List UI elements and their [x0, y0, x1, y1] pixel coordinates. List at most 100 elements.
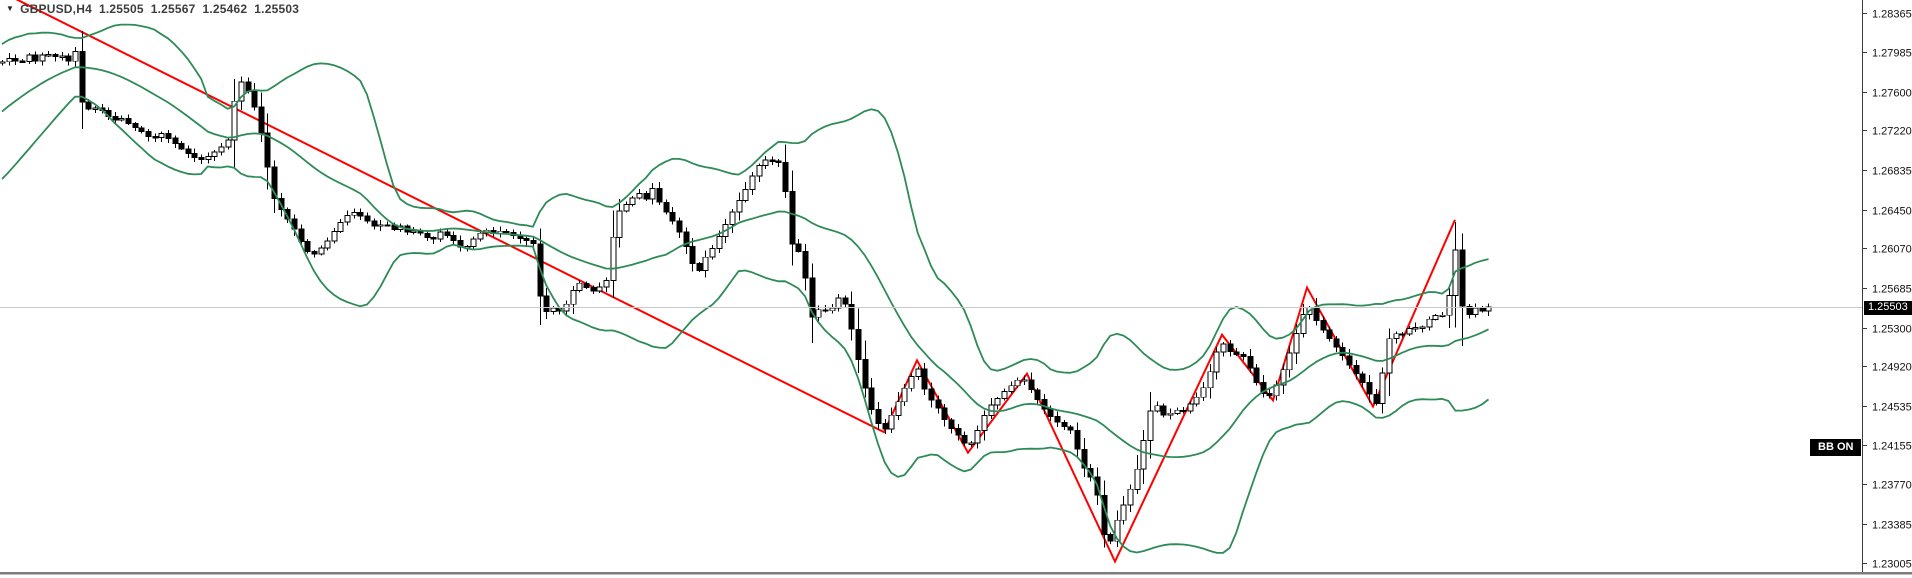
candle-bull: [908, 376, 915, 389]
candle-bull: [1432, 315, 1439, 320]
axis-price-label: 1.27600: [1872, 88, 1912, 100]
candle-bear: [1067, 426, 1074, 431]
candle-bear: [271, 166, 278, 200]
candle-bull: [1207, 371, 1214, 389]
candle-bull: [1154, 405, 1161, 412]
candle-bear: [32, 54, 39, 62]
symbol-dropdown-icon[interactable]: ▼: [6, 3, 15, 13]
candle-bull: [915, 368, 922, 377]
candle-bull: [1021, 379, 1028, 382]
candle-bear: [178, 143, 185, 150]
candle-bull: [742, 189, 749, 201]
candle-bear: [1459, 249, 1466, 307]
candle-bull: [1187, 403, 1194, 412]
candle-bull: [835, 297, 842, 309]
candle-bull: [756, 165, 763, 177]
candle-bull: [749, 175, 756, 190]
candle-bear: [1107, 534, 1114, 542]
candle-bull: [829, 307, 836, 312]
candle-bear: [1233, 351, 1240, 355]
candle-bull: [1426, 318, 1433, 328]
candle-bear: [145, 131, 152, 138]
candle-bear: [1366, 382, 1373, 395]
candle-bear: [1054, 416, 1061, 423]
candle-bull: [901, 387, 908, 403]
candle-bull: [1300, 314, 1307, 334]
candle-bull: [158, 133, 165, 138]
candle-bear: [795, 243, 802, 252]
candle-bear: [1041, 399, 1048, 410]
ohlc-open: 1.25505: [98, 2, 144, 16]
candle-bear: [364, 215, 371, 222]
candle-bull: [716, 236, 723, 249]
axis-price-label: 1.25685: [1872, 284, 1912, 296]
candle-bear: [769, 159, 776, 162]
candle-bear: [848, 303, 855, 330]
price-axis[interactable]: 1.28365 1.27985 1.27600 1.27220 1.26835 1.264…: [1862, 0, 1912, 572]
candle-bull: [1286, 352, 1293, 371]
candle-bear: [1339, 346, 1346, 357]
candle-bull: [238, 81, 245, 102]
candle-bull: [1220, 343, 1227, 353]
candle-bull: [1167, 412, 1174, 416]
candle-bear: [52, 54, 59, 57]
candle-bull: [762, 159, 769, 167]
candle-bear: [928, 388, 935, 401]
candle-bear: [191, 153, 198, 158]
candle-bear: [1353, 364, 1360, 375]
axis-price-label: 1.24155: [1872, 441, 1912, 453]
candle-bear: [357, 211, 364, 217]
candle-bull: [1001, 390, 1008, 399]
current-price-label: 1.25503: [1864, 300, 1912, 315]
candle-bear: [1333, 338, 1340, 348]
candle-bear: [530, 239, 537, 245]
candle-bull: [218, 146, 225, 153]
bb-on-badge[interactable]: BB ON: [1810, 438, 1862, 456]
candle-bull: [39, 54, 46, 62]
candle-bull: [1446, 295, 1453, 316]
candle-bear: [152, 136, 159, 139]
candle-bear: [935, 399, 942, 409]
candle-bull: [59, 55, 66, 58]
candle-bull: [410, 230, 417, 233]
candle-bull: [1014, 379, 1021, 387]
candle-bull: [1008, 385, 1015, 392]
candle-bear: [1479, 307, 1486, 312]
candle-bull: [470, 238, 477, 247]
candle-bull: [1280, 369, 1287, 386]
bollinger-upper-band: [1, 23, 1489, 374]
candle-bear: [1047, 408, 1054, 417]
candle-bear: [79, 51, 86, 103]
candle-bull: [1379, 372, 1386, 404]
axis-price-label: 1.26450: [1872, 206, 1912, 218]
candle-bull: [888, 414, 895, 430]
candle-bull: [1393, 333, 1400, 340]
candle-bear: [809, 277, 816, 318]
axis-price-label: 1.26070: [1872, 244, 1912, 256]
candle-bull: [729, 211, 736, 225]
candle-bull: [636, 192, 643, 199]
candle-bear: [1160, 405, 1167, 416]
candle-bear: [802, 250, 809, 279]
candle-bear: [384, 224, 391, 227]
candle-bear: [842, 297, 849, 305]
symbol-header: ▼ GBPUSD,H4 1.25505 1.25567 1.25462 1.25…: [6, 2, 306, 16]
candle-bull: [570, 290, 577, 305]
candle-bull: [994, 398, 1001, 406]
axis-price-label: 1.24535: [1872, 402, 1912, 414]
candle-bear: [583, 282, 590, 288]
candle-bear: [683, 231, 690, 247]
candle-bull: [72, 51, 79, 62]
candle-bear: [676, 220, 683, 233]
candle-bull: [702, 256, 709, 271]
candle-bull: [231, 100, 238, 141]
candle-bear: [1346, 355, 1353, 366]
candle-bear: [138, 127, 145, 133]
candle-bear: [172, 137, 179, 144]
candle-bear: [125, 117, 132, 125]
candle-bull: [576, 282, 583, 291]
candle-bear: [1320, 320, 1327, 331]
bollinger-bands-layer: [1, 23, 1490, 554]
candle-bear: [1260, 381, 1267, 394]
